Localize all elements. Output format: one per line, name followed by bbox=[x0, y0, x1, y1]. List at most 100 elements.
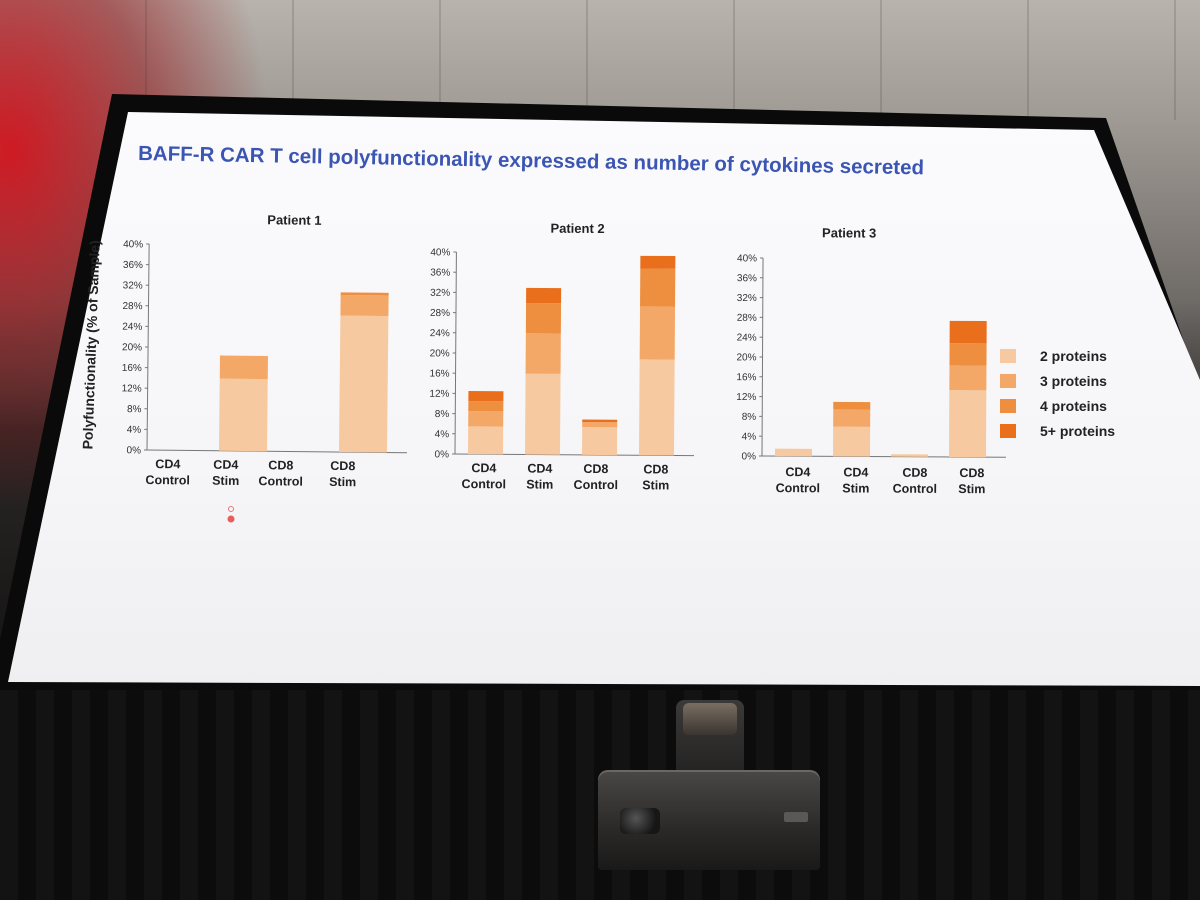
y-tick-label: 28% bbox=[430, 308, 450, 319]
bar-segment bbox=[468, 401, 504, 412]
y-tick-label: 12% bbox=[429, 389, 449, 400]
x-category-label: Control bbox=[258, 474, 303, 488]
bar-segment bbox=[833, 401, 871, 410]
bar-segment bbox=[774, 448, 813, 457]
chart-panel-2: Patient 2 0% 4% 8% 12% 16% 20% 24% 28% 32% 36% 40% C… bbox=[429, 221, 694, 492]
y-axis-label: Polyfunctionality (% of Sample) bbox=[79, 240, 102, 450]
x-category-label: CD8 bbox=[643, 462, 668, 476]
y-tick-label: 40% bbox=[430, 247, 450, 258]
y-tick-label: 40% bbox=[123, 239, 143, 250]
y-tick-label: 20% bbox=[736, 352, 756, 363]
y-tick-label: 20% bbox=[430, 348, 450, 359]
projector-lens bbox=[620, 808, 660, 834]
bar-segment bbox=[526, 287, 562, 304]
x-category-label: CD8 bbox=[959, 466, 984, 480]
y-tick-label: 4% bbox=[742, 432, 757, 443]
y-tick-label: 4% bbox=[127, 425, 142, 436]
x-category-label: Control bbox=[462, 477, 507, 491]
bar-segment bbox=[890, 454, 929, 457]
y-tick-label: 0% bbox=[126, 445, 141, 456]
y-tick-label: 4% bbox=[435, 429, 450, 440]
chart-panel-1: Patient 1 0% 4% 8% 12% 16% 20% 24% 28% 32% 36% 40% C… bbox=[122, 212, 407, 489]
y-tick-label: 8% bbox=[742, 412, 757, 423]
y-tick-label: 40% bbox=[737, 253, 757, 264]
bar-segment bbox=[338, 315, 389, 453]
bar-segment bbox=[948, 390, 987, 458]
x-category-label: CD8 bbox=[268, 458, 293, 472]
x-category-label: Stim bbox=[212, 474, 239, 488]
bar-segment bbox=[638, 359, 675, 456]
legend-label: 4 proteins bbox=[1040, 398, 1107, 414]
y-tick-label: 0% bbox=[742, 451, 757, 462]
bar-segment bbox=[468, 411, 504, 427]
bar-segment bbox=[218, 378, 268, 452]
y-tick-label: 32% bbox=[737, 293, 757, 304]
bar-segment bbox=[219, 355, 268, 380]
y-tick-label: 36% bbox=[737, 273, 757, 284]
bar-segment bbox=[640, 255, 676, 269]
chart-panel-3: Patient 3 0% 4% 8% 12% 16% 20% 24% 28% 32% 36% 40% C… bbox=[736, 225, 1006, 496]
bar-segment bbox=[581, 427, 618, 456]
legend-swatch bbox=[1000, 399, 1016, 413]
bar-segment bbox=[949, 343, 987, 366]
bar-segment bbox=[525, 333, 561, 374]
y-tick-label: 24% bbox=[430, 328, 450, 339]
x-category-label: CD8 bbox=[902, 466, 927, 480]
legend: 2 proteins 3 proteins 4 proteins 5+ protein… bbox=[1000, 348, 1115, 439]
slide-surface bbox=[8, 112, 1200, 686]
x-category-label: Control bbox=[893, 482, 938, 496]
y-tick-label: 24% bbox=[122, 322, 142, 333]
x-category-label: CD4 bbox=[155, 457, 180, 471]
laser-pointer-dot bbox=[227, 515, 235, 523]
x-category-label: Stim bbox=[526, 477, 553, 491]
x-category-label: Stim bbox=[329, 475, 356, 489]
projector-badge bbox=[784, 812, 808, 822]
x-category-label: Control bbox=[776, 481, 821, 495]
y-tick-label: 28% bbox=[122, 301, 142, 312]
bar-segment bbox=[582, 422, 618, 428]
y-tick-label: 8% bbox=[435, 409, 450, 420]
y-tick-label: 16% bbox=[736, 372, 756, 383]
bar-segment bbox=[949, 320, 987, 344]
bar-segment bbox=[524, 373, 561, 455]
chart-title: Patient 1 bbox=[267, 212, 321, 228]
y-tick-label: 24% bbox=[737, 333, 757, 344]
y-tick-label: 32% bbox=[123, 280, 143, 291]
legend-swatch bbox=[1000, 349, 1016, 363]
bar-segment bbox=[949, 365, 987, 391]
bar-segment bbox=[832, 426, 871, 457]
bar-segment bbox=[468, 390, 504, 402]
bar-segment bbox=[340, 294, 389, 317]
camera-lens-housing bbox=[683, 703, 737, 735]
x-category-label: CD4 bbox=[785, 465, 810, 479]
y-tick-label: 12% bbox=[736, 392, 756, 403]
x-category-label: CD8 bbox=[330, 459, 355, 473]
y-tick-label: 16% bbox=[430, 369, 450, 380]
legend-swatch bbox=[1000, 424, 1016, 438]
y-tick-label: 12% bbox=[122, 383, 142, 394]
bar-segment bbox=[340, 292, 389, 296]
x-category-label: Stim bbox=[958, 482, 985, 496]
bar-segment bbox=[467, 426, 504, 455]
chart-title: Patient 3 bbox=[822, 225, 876, 240]
bar-segment bbox=[639, 306, 676, 360]
y-tick-label: 16% bbox=[122, 363, 142, 374]
laser-pointer-dot bbox=[228, 506, 234, 512]
legend-label: 2 proteins bbox=[1040, 348, 1107, 364]
y-tick-label: 32% bbox=[430, 288, 450, 299]
y-tick-label: 36% bbox=[123, 260, 143, 271]
x-category-label: Stim bbox=[842, 481, 869, 495]
x-category-label: CD4 bbox=[471, 461, 496, 475]
x-category-label: Control bbox=[145, 473, 190, 487]
bar-segment bbox=[525, 302, 562, 334]
chart-title: Patient 2 bbox=[550, 221, 604, 236]
x-category-label: Stim bbox=[642, 478, 669, 492]
x-category-label: CD8 bbox=[583, 462, 608, 476]
legend-label: 3 proteins bbox=[1040, 373, 1107, 389]
y-tick-label: 8% bbox=[127, 404, 142, 415]
legend-label: 5+ proteins bbox=[1040, 423, 1115, 439]
x-category-label: CD4 bbox=[527, 462, 552, 476]
y-tick-label: 0% bbox=[435, 449, 450, 460]
